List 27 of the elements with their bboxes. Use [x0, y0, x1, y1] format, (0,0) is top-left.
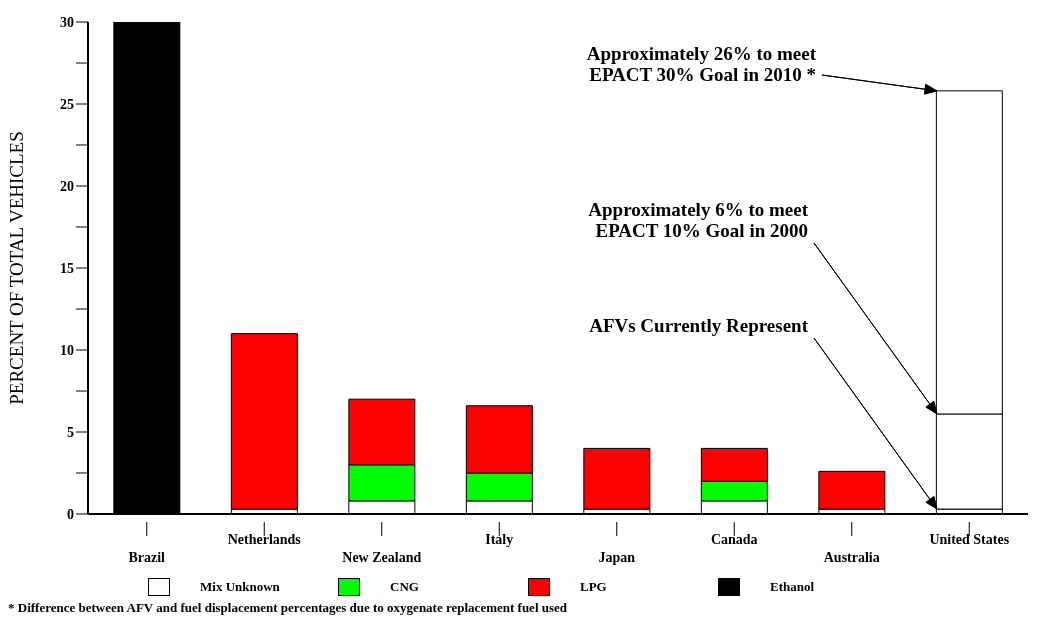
x-tick-label: New Zealand — [342, 550, 422, 565]
y-tick-label: 15 — [60, 260, 74, 276]
annotation: AFVs Currently Represent — [589, 315, 809, 336]
y-tick-label: 0 — [67, 506, 74, 522]
x-tick-label: Italy — [485, 532, 514, 547]
bar — [230, 333, 298, 510]
x-tick-label: Canada — [710, 532, 758, 547]
annotation: Approximately 26% to meet EPACT 30% Goal in 2010 * — [586, 43, 817, 85]
x-tick-label: Japan — [598, 550, 636, 565]
y-tick-label: 20 — [60, 178, 74, 194]
legend-label: Ethanol — [770, 579, 815, 595]
legend-label: LPG — [580, 579, 607, 595]
x-tick-label: Netherlands — [227, 532, 302, 547]
x-tick-label: Brazil — [128, 550, 166, 565]
y-tick-label: 10 — [60, 342, 74, 358]
bar — [818, 470, 886, 510]
y-tick-label: 5 — [67, 424, 74, 440]
annotation: Approximately 6% to meet EPACT 10% Goal in 2000 — [588, 199, 809, 241]
bar — [583, 447, 651, 510]
y-tick-label: 30 — [60, 14, 74, 30]
x-tick-label: United States — [929, 532, 1010, 547]
y-tick-label: 25 — [60, 96, 74, 112]
legend-label: Mix Unknown — [200, 579, 280, 595]
text: * Difference between AFV and fuel displacement percentages due to oxygenate replacement fuel used — [8, 600, 569, 616]
legend-label: CNG — [390, 579, 419, 595]
x-tick-label: Australia — [823, 550, 880, 565]
y-axis-title: PERCENT OF TOTAL VEHICLES — [5, 131, 27, 405]
